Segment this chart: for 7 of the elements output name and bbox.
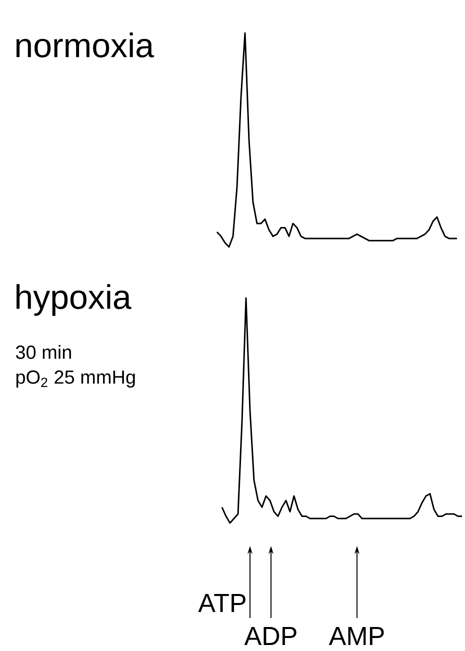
text: ATP — [198, 594, 246, 612]
text: ADP — [244, 627, 296, 645]
text: 30 min — [16, 345, 71, 359]
text: pO$_{2}$ 25 mmHg — [16, 370, 135, 388]
chart-title: hypoxia — [16, 284, 132, 316]
text: AMP — [328, 627, 384, 645]
chart-title: normoxia — [16, 32, 154, 58]
